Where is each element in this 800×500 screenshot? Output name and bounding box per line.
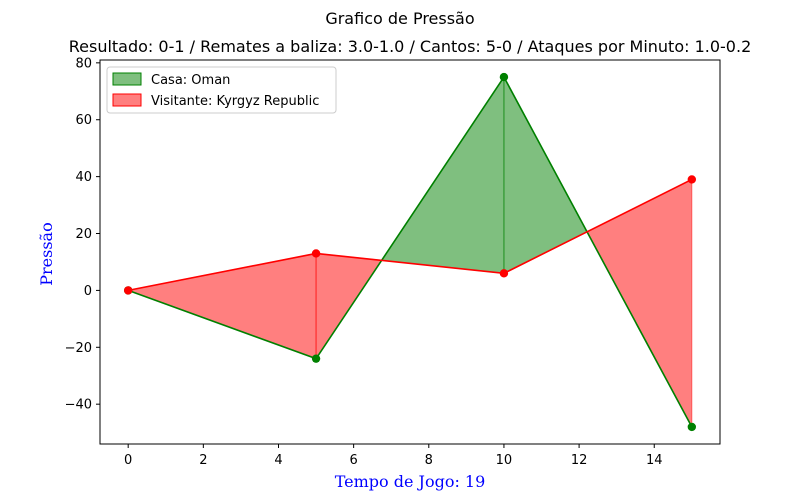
- x-tick-label: 0: [124, 453, 132, 468]
- y-tick-label: 40: [75, 170, 92, 185]
- legend-label-away: Visitante: Kyrgyz Republic: [151, 94, 319, 109]
- away-series-line: [128, 178, 693, 292]
- series-lines: [127, 75, 693, 428]
- away-point-2: [499, 269, 509, 278]
- x-tick-label: 10: [496, 453, 513, 468]
- x-tick-label: 4: [274, 453, 282, 468]
- y-tick-label: 80: [75, 56, 92, 71]
- y-tick-label: 60: [75, 113, 92, 128]
- y-tick-label: 20: [75, 227, 92, 242]
- legend-box: [106, 66, 337, 114]
- legend-swatch-away: [112, 93, 142, 107]
- x-axis-label: Tempo de Jogo: 19: [335, 472, 486, 491]
- away-advantage-area-2-1: [586, 178, 693, 428]
- y-axis-label: Pressão: [37, 222, 56, 285]
- home-advantage-area-1-1: [380, 75, 505, 274]
- chart-subtitle: Resultado: 0-1 / Remates a baliza: 3.0-1…: [69, 37, 752, 56]
- away-point-3: [687, 175, 697, 184]
- x-tick-label: 14: [646, 453, 663, 468]
- away-advantage-area-0-0: [126, 252, 317, 360]
- x-tick-label: 8: [425, 453, 433, 468]
- x-axis-ticks: 0 2 4 6 8 10 12 14: [124, 444, 663, 468]
- chart-title: Grafico de Pressão: [325, 9, 474, 28]
- x-tick-label: 2: [199, 453, 207, 468]
- x-tick-label: 12: [571, 453, 588, 468]
- series-points: [123, 72, 697, 432]
- legend-swatch-home: [112, 72, 142, 86]
- y-tick-label: −40: [65, 398, 92, 413]
- home-point-1: [311, 354, 321, 363]
- away-point-1: [311, 249, 321, 258]
- home-point-2: [499, 72, 509, 82]
- legend-label-home: Casa: Oman: [151, 73, 230, 88]
- home-point-3: [687, 422, 697, 432]
- home-advantage-area-2-0: [503, 76, 588, 275]
- home-series-line: [127, 75, 693, 428]
- plot-frame: [99, 59, 721, 445]
- y-tick-label: −20: [65, 341, 92, 356]
- away-point-0: [123, 286, 133, 295]
- x-tick-label: 6: [349, 453, 357, 468]
- fill-areas: [126, 75, 693, 428]
- y-axis-ticks: −40 −20 0 20 40 60 80: [65, 56, 100, 413]
- legend: Casa: Oman Visitante: Kyrgyz Republic: [106, 66, 337, 114]
- y-tick-label: 0: [84, 284, 92, 299]
